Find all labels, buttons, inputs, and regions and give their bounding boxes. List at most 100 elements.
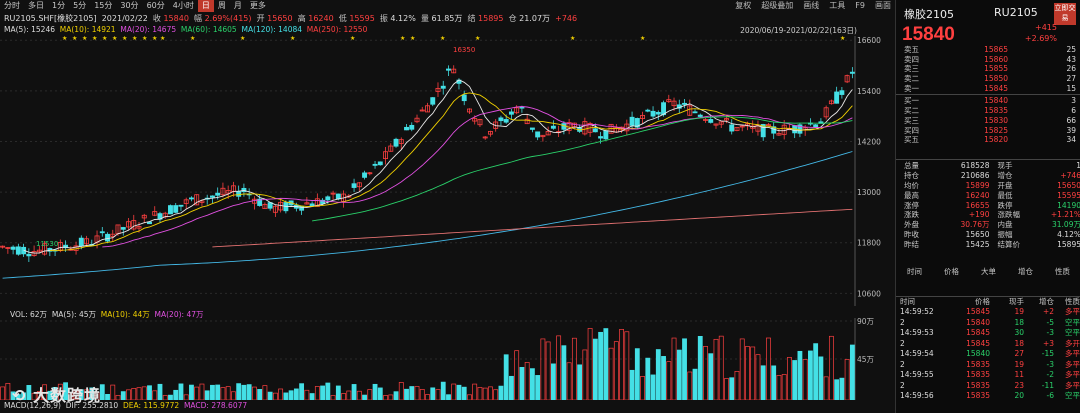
toolbar-item-1[interactable]: 超级叠加 xyxy=(761,1,794,10)
volume-bar xyxy=(514,350,520,400)
volume-bar xyxy=(682,338,687,400)
volume-bar xyxy=(540,338,546,400)
candle-body xyxy=(682,102,687,105)
tick-volume: 23 xyxy=(1014,380,1024,390)
stat-value: 16655 xyxy=(965,200,990,210)
contract-name: 橡胶2105 xyxy=(904,8,954,21)
ask-row: 卖五 15865 25 xyxy=(896,45,1080,55)
detail-tab-3[interactable]: 增仓 xyxy=(1018,267,1033,276)
toolbar-item-4[interactable]: F9 xyxy=(855,1,865,10)
volume-bar xyxy=(797,350,803,400)
tick-row: 14:59:54 15840 27 -15 多平 xyxy=(896,349,1080,360)
tab-0[interactable]: 分时 xyxy=(4,1,20,10)
tab-6[interactable]: 60分 xyxy=(146,1,165,10)
detail-tab-0[interactable]: 时间 xyxy=(907,267,922,276)
volume-bar xyxy=(519,367,525,400)
toolbar-item-3[interactable]: 工具 xyxy=(829,1,846,10)
candle-body xyxy=(461,94,467,102)
signal-star-icon: ★ xyxy=(570,36,575,42)
volume-bar xyxy=(299,383,305,400)
volume-bar xyxy=(729,377,735,400)
volume-bar xyxy=(844,359,850,400)
candle-body xyxy=(15,246,21,255)
candle-body xyxy=(209,195,215,198)
signal-star-icon: ★ xyxy=(240,36,245,42)
candle-body xyxy=(152,211,158,216)
bid-price: 15835 xyxy=(984,106,1008,116)
volume-bar xyxy=(655,349,661,400)
price-axis-label: 16600 xyxy=(857,36,881,45)
candle-body xyxy=(262,204,268,209)
ask-row: 卖四 15860 43 xyxy=(896,55,1080,65)
ask-row: 卖一 15845 15 xyxy=(896,84,1080,94)
volume-bar xyxy=(220,387,226,400)
volume-bar xyxy=(141,386,147,400)
zhen-key: 振 xyxy=(379,14,388,23)
ask-volume: 26 xyxy=(1066,64,1076,74)
candle-body xyxy=(734,127,740,131)
tab-4[interactable]: 15分 xyxy=(94,1,113,10)
volume-bar xyxy=(571,337,577,400)
order-book: 卖五 15865 25 卖四 15860 43 卖三 15855 26 卖二 15850 27 卖一 15… xyxy=(896,45,1080,145)
candle-body xyxy=(828,100,834,105)
candle-body xyxy=(42,243,48,255)
candle-body xyxy=(823,107,829,118)
stat-value: 15899 xyxy=(965,180,990,190)
candle-body xyxy=(713,123,719,126)
low-value: 15595 xyxy=(349,14,375,23)
zhen-value: 4.12% xyxy=(390,14,416,23)
trade-now-label: 立即交易 xyxy=(1054,4,1076,22)
candle-body xyxy=(592,128,598,133)
stat-value: 30.76万 xyxy=(960,220,990,230)
volume-bar xyxy=(503,354,509,400)
stat-key: 总量 xyxy=(904,161,919,170)
detail-tab-2[interactable]: 大单 xyxy=(981,267,996,276)
price-axis-label: 10600 xyxy=(857,289,881,298)
tab-11[interactable]: 更多 xyxy=(249,1,266,10)
stat-key: 涨停 xyxy=(904,200,919,210)
tab-10[interactable]: 月 xyxy=(233,1,242,10)
candle-body xyxy=(671,100,677,107)
volume-chart[interactable]: 90万 45万 xyxy=(0,318,895,400)
volume-bar xyxy=(309,393,315,400)
tab-8[interactable]: 日 xyxy=(197,0,214,12)
watermark-logo: ⟲ 大数跨境 xyxy=(12,386,101,405)
tick-price: 15845 xyxy=(966,307,990,316)
volume-bar xyxy=(545,341,551,400)
tab-5[interactable]: 30分 xyxy=(120,1,139,10)
tick-row: 14:59:52 15845 19 +2 多平 xyxy=(896,307,1080,318)
tick-oi-change: -11 xyxy=(1041,380,1054,390)
toolbar-item-5[interactable]: 画面 xyxy=(875,1,891,10)
bid-volume: 66 xyxy=(1066,115,1076,125)
tab-3[interactable]: 5分 xyxy=(73,1,87,10)
candlestick-chart[interactable]: 16600 15400 14200 13000 11800 10600 16350 11530… xyxy=(0,36,895,306)
signal-star-icon: ★ xyxy=(82,36,87,42)
tick-price: 15845 xyxy=(966,328,990,337)
candle-body xyxy=(31,251,37,256)
volume-bar xyxy=(288,390,294,400)
trade-now-button[interactable]: 立即交易 xyxy=(1054,3,1076,25)
tab-1[interactable]: 多日 xyxy=(28,1,44,10)
volume-bar xyxy=(335,385,341,400)
tab-2[interactable]: 1分 xyxy=(52,1,66,10)
candle-body xyxy=(236,191,242,197)
volume-bar xyxy=(592,338,598,400)
tick-oi-change: -5 xyxy=(1046,317,1054,327)
toolbar-item-0[interactable]: 复权 xyxy=(735,1,752,10)
signal-star-icon: ★ xyxy=(152,36,157,42)
detail-tab-1[interactable]: 价格 xyxy=(944,267,959,276)
tick-oi-change: -2 xyxy=(1046,370,1054,379)
ma250-label: MA(250): 12550 xyxy=(306,25,368,34)
signal-star-icon: ★ xyxy=(112,36,117,42)
bid-price: 15840 xyxy=(984,96,1008,106)
tab-9[interactable]: 周 xyxy=(217,1,226,10)
candle-body xyxy=(425,105,430,113)
candle-body xyxy=(849,71,855,74)
candle-body xyxy=(362,172,368,178)
bid-level: 买一 xyxy=(904,96,919,106)
tab-7[interactable]: 4小时 xyxy=(172,1,194,10)
ma10-line xyxy=(49,92,853,252)
detail-tab-4[interactable]: 性质 xyxy=(1055,267,1070,276)
toolbar-item-2[interactable]: 画线 xyxy=(803,1,820,10)
tick-oi-change: -3 xyxy=(1046,359,1054,369)
